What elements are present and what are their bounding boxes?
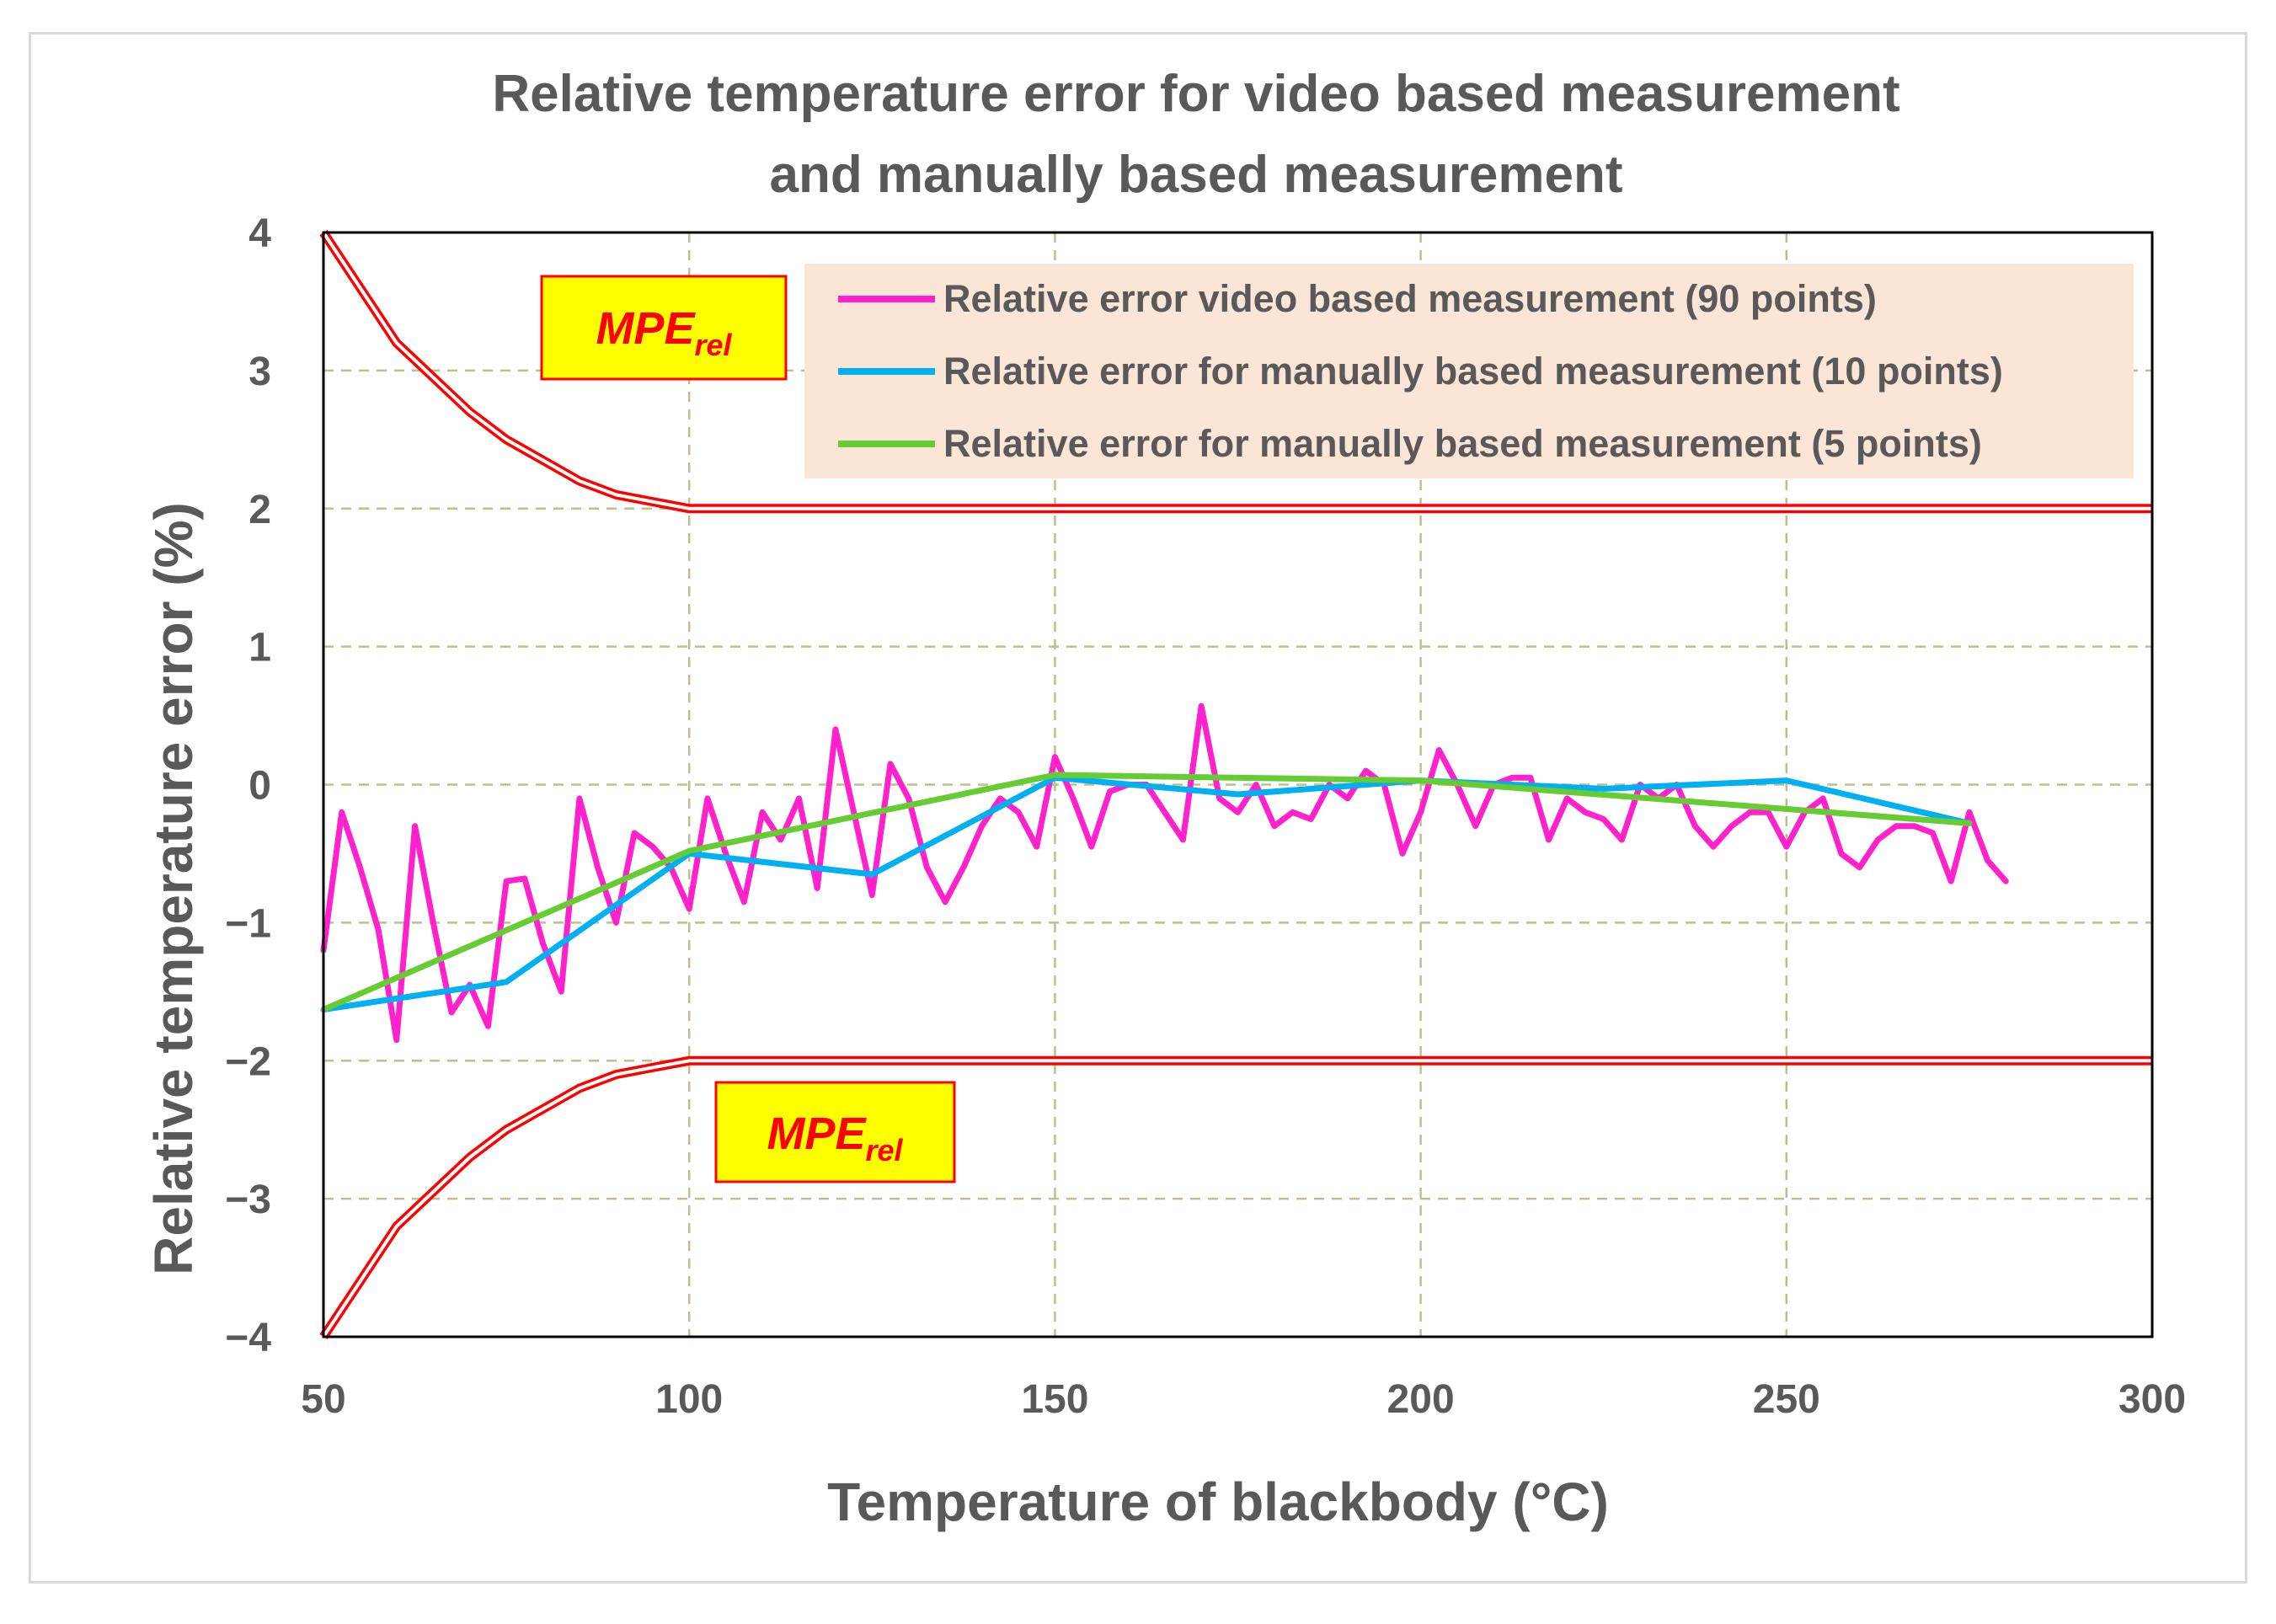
y-tick-label: 1: [248, 626, 271, 670]
legend-label-manual-10: Relative error for manually based measur…: [943, 350, 2003, 393]
legend-box: [804, 264, 2134, 478]
y-tick-label: −2: [225, 1039, 271, 1084]
y-tick-label: 0: [248, 764, 271, 809]
y-tick-label: −3: [225, 1178, 271, 1222]
x-tick-label: 150: [1021, 1377, 1088, 1422]
chart-title-line-1: Relative temperature error for video bas…: [492, 65, 1899, 123]
series-line-video: [320, 702, 2009, 1044]
mpe-label-upper: MPErel: [596, 303, 732, 362]
legend: Relative error video based measurement (…: [804, 264, 2134, 478]
mpe-annotation-lower: MPErel: [714, 1081, 956, 1183]
x-tick-label: 250: [1753, 1377, 1820, 1422]
chart-title-line-2: and manually based measurement: [769, 146, 1622, 204]
mpe-limit-lines: [319, 229, 2152, 1340]
x-tick-label: 50: [301, 1377, 345, 1422]
y-tick-label: −4: [225, 1316, 271, 1360]
mpe-box-lower: [714, 1081, 956, 1183]
y-tick-label: −1: [225, 901, 271, 946]
legend-label-manual-5: Relative error for manually based measur…: [943, 422, 1982, 465]
y-tick-label: 4: [248, 211, 271, 256]
mpe-label-lower: MPErel: [767, 1108, 903, 1167]
y-tick-label: 2: [248, 488, 271, 532]
tick-labels: 50 100 150 200 250 300 4 3 2 1 0 −1 −2 −3 −4: [225, 211, 2186, 1422]
mpe-annotation-upper: MPErel: [540, 275, 788, 381]
x-tick-label: 300: [2118, 1377, 2186, 1422]
series-line-manual-10: [320, 774, 1973, 1013]
data-series: [320, 702, 2009, 1044]
legend-label-video: Relative error video based measurement (…: [943, 277, 1877, 320]
x-axis-title: Temperature of blackbody (°C): [827, 1472, 1609, 1532]
mpe-limit-line-inner: [322, 231, 2152, 510]
x-tick-label: 200: [1387, 1377, 1455, 1422]
y-tick-label: 3: [248, 350, 271, 394]
mpe-box-upper: [540, 275, 788, 381]
y-axis-title: Relative temperature error (%): [143, 502, 204, 1275]
x-tick-label: 100: [655, 1377, 723, 1422]
series-line-manual-5: [320, 772, 1973, 1013]
plot-area-border: [322, 231, 2154, 1338]
mpe-limit-line-inner: [322, 1059, 2152, 1338]
